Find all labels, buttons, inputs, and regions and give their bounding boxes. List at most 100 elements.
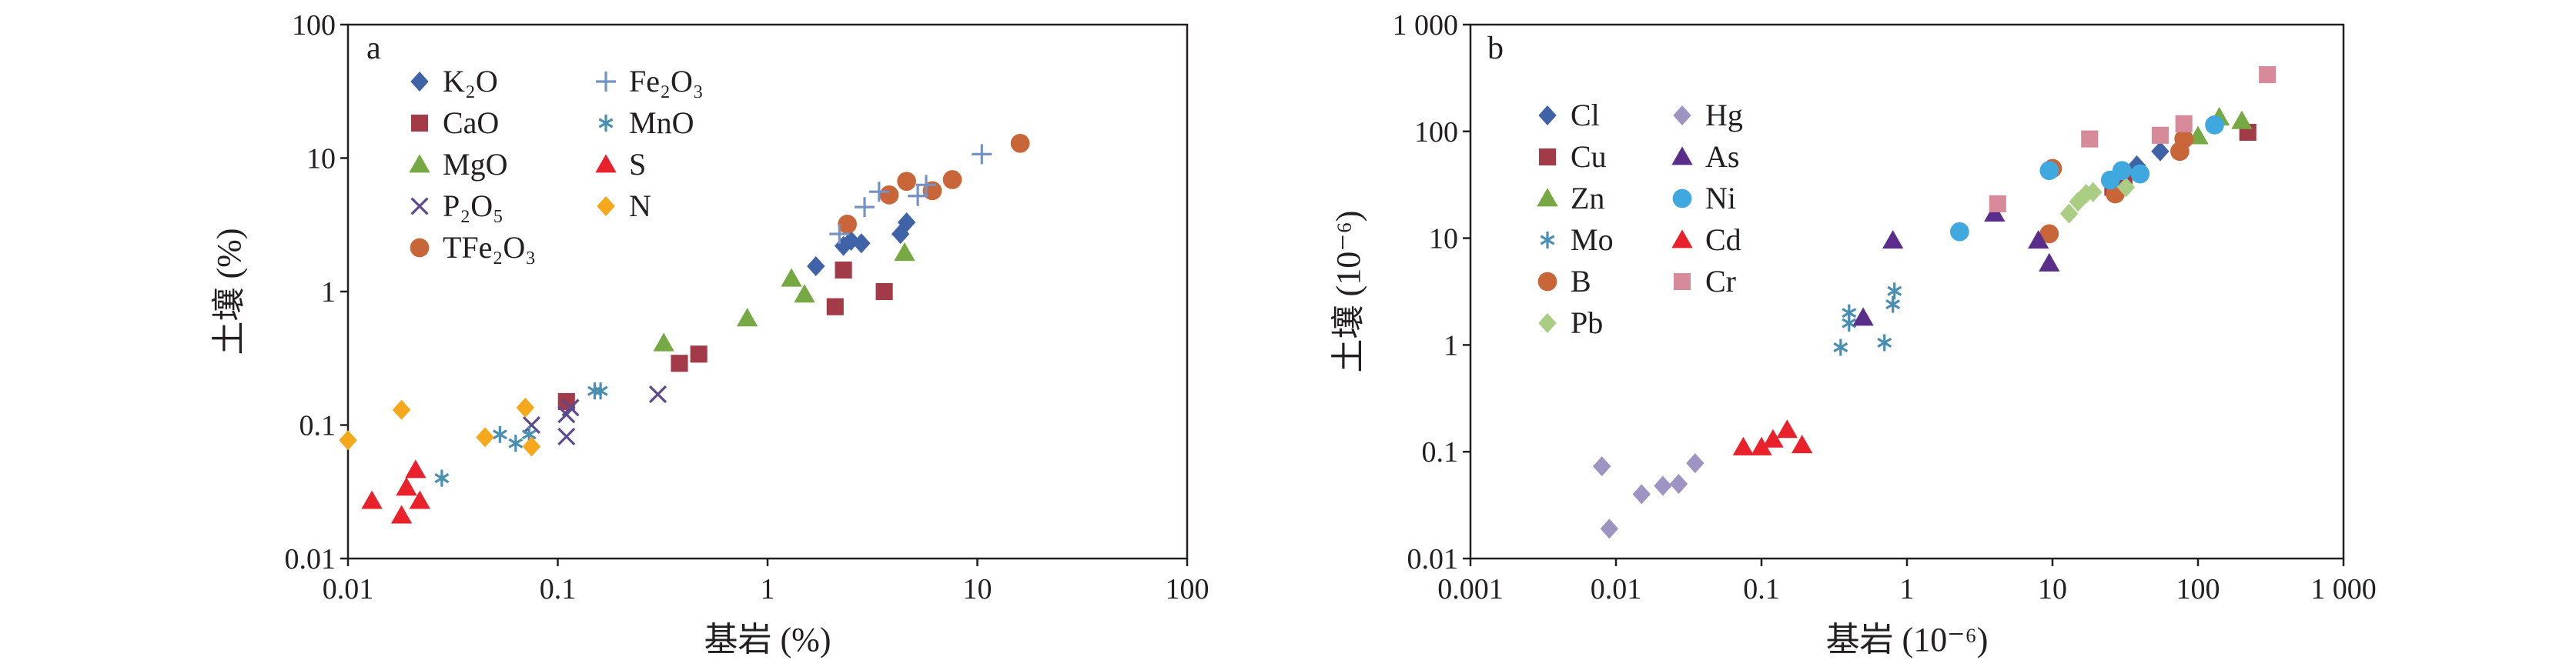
data-point-cao bbox=[671, 355, 688, 372]
data-point-tfe2o bbox=[942, 170, 962, 189]
data-point-as bbox=[2028, 230, 2049, 249]
data-point-tfe2o bbox=[897, 172, 916, 192]
series-mo-b bbox=[1833, 282, 1902, 356]
data-point-p2o5 bbox=[557, 427, 576, 445]
series-cao-a bbox=[557, 261, 893, 410]
data-point-ni bbox=[2130, 164, 2150, 184]
data-point-s bbox=[390, 505, 413, 524]
x-tick-label-b: 100 bbox=[2176, 573, 2220, 605]
data-point-k2o bbox=[841, 231, 861, 252]
legend-marker-cd bbox=[1671, 229, 1693, 248]
data-point-mo bbox=[1887, 282, 1902, 300]
data-point-cl bbox=[2151, 141, 2170, 162]
x-tick-label-a: 1 bbox=[761, 573, 775, 605]
y-tick-label-b: 1 bbox=[1444, 329, 1458, 362]
data-point-mo bbox=[1877, 334, 1892, 352]
data-point-mo bbox=[1833, 339, 1848, 356]
data-point-mgo bbox=[894, 242, 915, 262]
data-point-cr bbox=[2151, 126, 2169, 144]
legend-label-mgo: MgO bbox=[443, 147, 507, 182]
legend-label-cr: Cr bbox=[1705, 264, 1736, 298]
data-point-n bbox=[476, 427, 494, 448]
data-point-mo bbox=[1842, 315, 1857, 332]
data-point-hg bbox=[1600, 519, 1619, 539]
legend-marker-cl bbox=[1538, 105, 1557, 125]
data-point-hg bbox=[1686, 453, 1705, 474]
legend-marker-n bbox=[597, 196, 615, 216]
y-tick-label-b: 10 bbox=[1429, 223, 1458, 255]
data-point-hg bbox=[1632, 484, 1651, 505]
series-s-a bbox=[361, 459, 430, 524]
data-point-b bbox=[2174, 129, 2194, 148]
series-cd-b bbox=[1732, 419, 1813, 455]
y-tick-label-a: 0.1 bbox=[299, 410, 336, 442]
marks-a: 0.01 0.1 1 10 100 0.01 0.1 1 10 100 bbox=[285, 9, 1209, 605]
legend-marker-s bbox=[595, 154, 617, 173]
data-point-cao bbox=[826, 298, 844, 315]
data-point-as bbox=[2039, 252, 2060, 272]
data-point-cd bbox=[1762, 429, 1784, 448]
data-point-cr bbox=[2259, 65, 2277, 84]
data-point-hg bbox=[1669, 473, 1688, 494]
data-point-n bbox=[522, 436, 541, 457]
data-point-mo bbox=[1885, 295, 1901, 313]
data-point-cao bbox=[875, 282, 893, 301]
legend-label-as: As bbox=[1705, 139, 1739, 174]
legend-marker-cao bbox=[410, 114, 429, 132]
x-axis-label-a: 基岩 (%) bbox=[704, 621, 831, 659]
legend-marker-k2o bbox=[410, 72, 429, 92]
data-point-ni bbox=[2112, 161, 2132, 181]
x-tick-label-a: 10 bbox=[963, 573, 992, 605]
data-point-mno bbox=[492, 425, 507, 443]
legend-marker-pb bbox=[1538, 313, 1557, 333]
data-point-s bbox=[361, 490, 383, 509]
y-tick-label-b: 1 000 bbox=[1393, 9, 1459, 42]
data-point-fe2o bbox=[972, 144, 992, 165]
data-point-cr bbox=[2175, 115, 2193, 132]
data-point-s bbox=[396, 477, 417, 496]
data-point-pb bbox=[2083, 182, 2103, 202]
data-point-p2o5 bbox=[522, 415, 540, 435]
data-point-as bbox=[1882, 230, 1904, 249]
legend-label-p2o5: P₂O₅ bbox=[443, 188, 503, 223]
x-tick-label-b: 0.01 bbox=[1591, 573, 1642, 605]
data-point-k2o bbox=[807, 255, 825, 276]
series-ni-b bbox=[1950, 115, 2224, 242]
legend-marker-mno bbox=[598, 114, 614, 132]
data-point-ni bbox=[2205, 115, 2224, 135]
data-point-mno bbox=[593, 382, 608, 400]
legend-marker-mo bbox=[1540, 231, 1555, 249]
legend-label-s: S bbox=[629, 147, 646, 182]
x-tick-label-b: 1 000 bbox=[2310, 573, 2377, 605]
data-point-n bbox=[516, 397, 534, 418]
legend-label-ni: Ni bbox=[1705, 181, 1736, 215]
data-point-k2o bbox=[852, 233, 871, 254]
data-point-b bbox=[2039, 224, 2059, 244]
legend-label-k2o: K₂O bbox=[443, 64, 498, 98]
legend-marker-b bbox=[1537, 272, 1557, 292]
legend-a: K₂O CaO MgO P₂O₅ TFe₂O₃ Fe₂O₃ MnO SN bbox=[409, 64, 704, 265]
legend-label-fe2o: Fe₂O₃ bbox=[629, 64, 704, 98]
legend-label-tfe2o: TFe₂O₃ bbox=[443, 230, 536, 265]
data-point-ni bbox=[2039, 161, 2059, 181]
y-axis-label-a: 土壤 (%) bbox=[210, 228, 248, 355]
y-tick-label-b: 0.01 bbox=[1407, 543, 1459, 575]
data-point-p2o5 bbox=[648, 385, 667, 404]
data-point-fe2o bbox=[915, 175, 936, 195]
data-point-tfe2o bbox=[1010, 133, 1030, 153]
data-point-zn bbox=[2231, 110, 2253, 129]
data-point-cd bbox=[1791, 435, 1813, 454]
x-tick-label-a: 0.1 bbox=[540, 573, 577, 605]
series-n-a bbox=[339, 397, 541, 457]
data-point-mno bbox=[508, 435, 524, 452]
x-tick-label-b: 0.1 bbox=[1743, 573, 1780, 605]
series-cr-b bbox=[1989, 65, 2277, 212]
y-tick-label-b: 100 bbox=[1414, 116, 1458, 148]
plot-frame-b bbox=[1469, 23, 2345, 560]
data-point-k2o bbox=[891, 224, 910, 245]
x-tick-label-a: 100 bbox=[1166, 573, 1209, 605]
data-point-fe2o bbox=[908, 185, 928, 206]
legend-label-b: B bbox=[1571, 264, 1591, 298]
